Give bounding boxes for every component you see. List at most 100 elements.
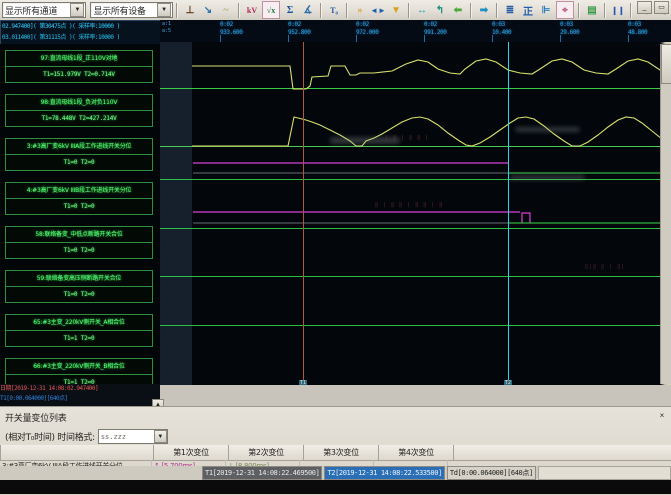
toolbar-separator [346,2,348,18]
device-filter-combobox[interactable]: 显示所有设备 ▼ [90,2,174,18]
footer-t1-line: T1[0:00.064000][640点] [0,395,68,402]
waveform-area[interactable]: a:1 a:5 0:02 933.600 0:02 952.800 0:02 972.00… [160,20,671,385]
channel-filter-combobox[interactable]: 显示所有通道 ▼ [2,2,87,18]
trace-ch97 [192,58,669,90]
channel-box-4[interactable]: 4:#3高厂变6kV IIIB段工作进线开关分位 T1=0 T2=0 [5,182,153,215]
screen-bezel [0,480,671,494]
zero-line-ch3 [160,179,671,180]
channel-box-58[interactable]: 58:联络备变_中低点断路开关合位 T1=0 T2=0 [5,226,153,259]
chevron-down-icon[interactable]: ▼ [153,430,167,443]
restore-button[interactable]: ▭ [654,1,669,14]
chevron-down-icon[interactable]: ▼ [157,3,172,17]
cursor-t1-label: T1 [299,380,308,385]
zero-line-ch2 [160,146,671,147]
channel-cursor-values: T1=0 T2=0 [63,159,95,166]
waveform-traces [192,58,669,224]
align-正-icon[interactable]: 正 [523,6,533,18]
bars-icon[interactable]: ❙❙ [611,5,625,15]
time-ruler[interactable]: a:1 a:5 0:02 933.600 0:02 952.800 0:02 972.00… [160,20,671,43]
sigma-sum-icon[interactable]: Σ [286,4,294,16]
channel-cursor-values: T1=1 T2=0 [63,335,95,342]
column-header-0[interactable] [0,445,154,461]
cursor-t2[interactable]: T2 [504,42,513,385]
time-tick-label-0: 0:02 933.600 [220,21,243,37]
ground-probe-icon[interactable]: ⊥ [185,4,195,16]
copy-grid-icon[interactable]: ▤ [587,4,597,16]
time-format-combobox[interactable]: ss.zzz ▼ [97,429,168,444]
toolbar-separator [630,2,632,18]
list-detail-icon[interactable]: ⊫ [541,4,551,16]
channel-box-3[interactable]: 3:#3高厂变6kV IIIA段工作进线开关分位 T1=0 T2=0 [5,138,153,171]
screen-glare-2 [515,127,580,132]
trace-ch98 [192,116,669,147]
tick-ms: 972.000 [356,29,379,36]
channel-filter-value: 显示所有通道 [5,6,58,17]
waveform-flat-icon[interactable]: ~ [223,4,229,16]
waveform-plot[interactable]: | ‖ | ‖ ‖ | ‖ | ‖ ‖ | ‖ ‖ | ‖ ‖|‖ ‖ | ‖|… [160,42,671,385]
crosshair-icon[interactable]: ⌖ [556,1,574,19]
time-tick-label-2: 0:02 972.000 [356,21,379,37]
time-tick-label-4: 0:03 10.400 [492,21,512,37]
channel-name: 3:#3高厂变6kV IIIA段工作进线开关分位 [6,139,152,155]
time-tick-label-3: 0:02 991.200 [424,21,447,37]
undo-arrow-icon[interactable]: ↰ [435,4,445,16]
column-header-3[interactable]: 第3次变位 [304,445,379,461]
step-forward-icon[interactable]: » [357,4,363,16]
vector-rotate-icon[interactable]: ↘ [203,4,213,16]
zero-line-ch5 [160,276,671,277]
t-zero-icon[interactable]: T₀ [330,5,338,15]
main-toolbar: 显示所有通道 ▼ 显示所有设备 ▼ ⊥ ↘ ~ kV √x Σ ∡ T₀ » ◄► ▼ ↔ ↰ ⬅ ➡ ≣ 正 ⊫… [0,0,671,21]
zero-line-ch6 [160,325,671,326]
channel-box-65[interactable]: 65:#3主变_220kV侧开关_A相合位 T1=1 T2=0 [5,314,153,347]
kv-unit-icon[interactable]: kV [246,5,258,15]
channel-cursor-values: T1=0 T2=0 [63,203,95,210]
toolbar-separator [320,2,322,18]
column-header-filler [454,445,671,461]
drop-marker-icon[interactable]: ▼ [391,4,401,16]
channel-box-66[interactable]: 66:#3主变_220kV侧开关_B相合位 T1=1 T2=0 [5,358,153,384]
channel-name: 4:#3高厂变6kV IIIB段工作进线开关分位 [6,183,152,199]
channel-box-97[interactable]: 97:直流母线1段_正110V对地 T1=151.979V T2=0.714V [5,50,153,83]
channel-cursor-values: T1=0 T2=0 [63,247,95,254]
toolbar-separator [470,2,472,18]
cursor-t1[interactable]: T1 [299,42,308,385]
column-header-1[interactable]: 第1次变位 [154,445,229,461]
tick-ms: 10.400 [492,29,512,36]
zero-line-ch1 [160,88,671,89]
time-tick-mark-0 [220,35,221,42]
sample-info-box: 02.947400]( 第30475点 )( 采样率:10000 ) 03.01… [0,20,164,45]
device-filter-value: 显示所有设备 [93,6,146,17]
time-tick-mark-2 [356,35,357,42]
sqrt-icon[interactable]: √x [262,1,280,19]
status-td: Td[0:00.064000][640点] [446,466,536,480]
jump-marker-icon[interactable]: ◄► [370,5,386,15]
fit-width-icon[interactable]: ↔ [417,4,427,16]
column-header-2[interactable]: 第2次变位 [229,445,304,461]
chevron-down-icon[interactable]: ▼ [70,3,85,17]
time-tick-label-5: 0:03 29.600 [560,21,580,37]
scrollbar-thumb[interactable] [661,44,671,84]
status-t2: T2[2019-12-31 14:08:22.533500] [324,466,445,480]
channel-box-98[interactable]: 98:直流母线1段_负对负110V T1=78.448V T2=427.214V [5,94,153,127]
column-header-4[interactable]: 第4次变位 [379,445,454,461]
time-tick-mark-5 [560,35,561,42]
forward-arrow-icon[interactable]: ➡ [479,4,489,16]
close-icon[interactable]: × [659,411,665,420]
toolbar-separator [578,2,580,18]
channel-box-59[interactable]: 59:联络备变高压侧断路开关合位 T1=0 T2=0 [5,270,153,303]
minimize-button[interactable]: _ [637,1,652,14]
plot-left-shade [160,42,192,385]
time-tick-mark-3 [424,35,425,42]
waveform-vertical-scrollbar[interactable] [660,44,671,384]
angle-icon[interactable]: ∡ [303,4,313,16]
list-view-icon[interactable]: ≣ [505,4,515,16]
back-arrow-icon[interactable]: ⬅ [453,4,463,16]
time-format-value: ss.zzz [100,432,127,441]
channel-pane-footer: 日期[2019-12-31 14:08:02.947400] T1[0:00.0… [0,384,160,406]
tick-minute: 0:03 [628,21,641,28]
sample-info-line1: 02.947400]( 第30475点 )( 采样率:10000 ) [2,23,120,30]
toolbar-separator [176,2,178,18]
status-bar: T1[2019-12-31 14:08:22.469500] T2[2019-1… [0,466,671,480]
tick-minute: 0:02 [288,21,301,28]
table-header-row: 第1次变位 第2次变位 第3次变位 第4次变位 [0,445,671,461]
